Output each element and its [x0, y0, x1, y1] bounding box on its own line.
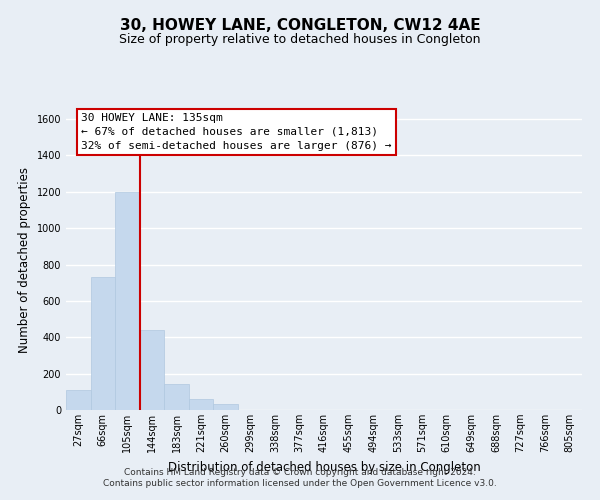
Bar — [189, 399, 214, 410]
X-axis label: Distribution of detached houses by size in Congleton: Distribution of detached houses by size … — [167, 460, 481, 473]
Text: 30, HOWEY LANE, CONGLETON, CW12 4AE: 30, HOWEY LANE, CONGLETON, CW12 4AE — [119, 18, 481, 32]
Bar — [214, 404, 238, 410]
Bar — [164, 384, 189, 410]
Text: Size of property relative to detached houses in Congleton: Size of property relative to detached ho… — [119, 32, 481, 46]
Bar — [115, 192, 140, 410]
Bar — [66, 390, 91, 410]
Bar — [140, 330, 164, 410]
Y-axis label: Number of detached properties: Number of detached properties — [18, 167, 31, 353]
Text: 30 HOWEY LANE: 135sqm
← 67% of detached houses are smaller (1,813)
32% of semi-d: 30 HOWEY LANE: 135sqm ← 67% of detached … — [82, 113, 392, 151]
Bar — [91, 278, 115, 410]
Text: Contains HM Land Registry data © Crown copyright and database right 2024.
Contai: Contains HM Land Registry data © Crown c… — [103, 468, 497, 487]
